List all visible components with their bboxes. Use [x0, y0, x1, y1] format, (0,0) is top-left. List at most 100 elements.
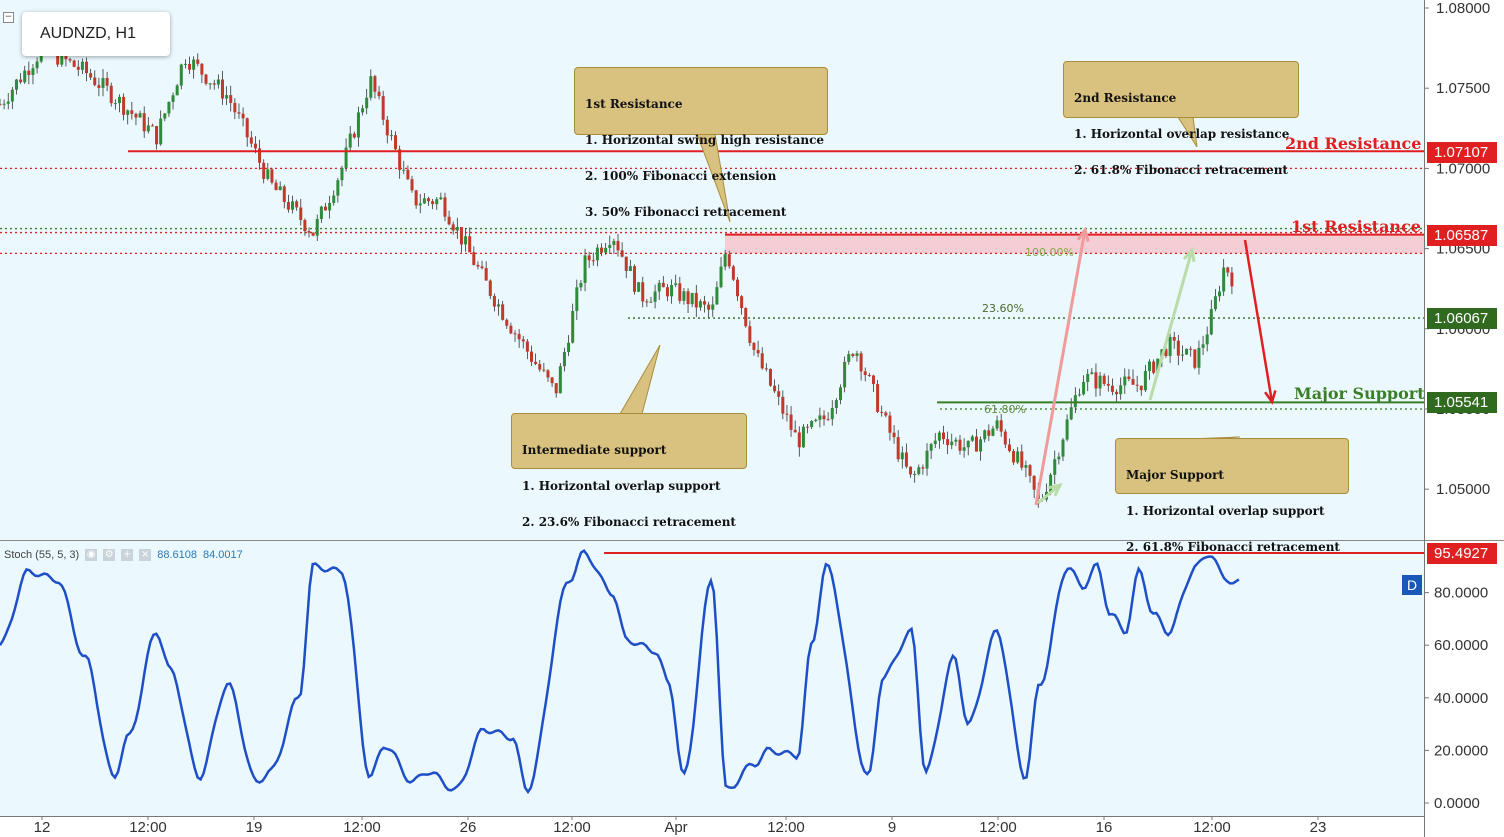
- candle-body: [369, 76, 373, 98]
- candle-body: [534, 361, 538, 365]
- candle-body: [1197, 347, 1201, 368]
- fib-label: 23.60%: [982, 302, 1024, 315]
- candle-body: [315, 218, 319, 236]
- candle-body: [810, 421, 814, 428]
- candle-body: [974, 436, 978, 452]
- eye-icon[interactable]: ◉: [85, 549, 98, 561]
- candle-body: [723, 254, 727, 267]
- candle-body: [323, 206, 327, 211]
- stoch-axis-tick-label: 80.0000: [1434, 585, 1488, 602]
- gear-icon[interactable]: ⚙: [103, 549, 116, 561]
- candle-body: [904, 452, 908, 467]
- price-tag-intermediate: 1.06067: [1427, 308, 1497, 329]
- candle-body: [649, 301, 653, 303]
- candle-body: [637, 282, 641, 292]
- candle-body: [859, 353, 863, 372]
- candle-body: [159, 118, 163, 145]
- plus-icon[interactable]: +: [121, 549, 134, 561]
- candle-body: [1065, 419, 1069, 440]
- candle-body: [1172, 336, 1176, 341]
- candle-body: [501, 304, 505, 320]
- candle-body: [60, 51, 64, 65]
- candle-body: [117, 96, 121, 104]
- candle-body: [562, 352, 566, 367]
- note-line: 2. 100% Fibonacci extension: [585, 169, 777, 183]
- note-line: 2nd Resistance: [1074, 91, 1177, 105]
- candle-body: [1061, 439, 1065, 457]
- candle-body: [505, 319, 509, 326]
- candle-body: [311, 232, 315, 236]
- candle-body: [1189, 348, 1193, 350]
- candle-body: [616, 240, 620, 251]
- candle-body: [876, 384, 880, 412]
- candle-body: [233, 102, 237, 113]
- candle-body: [657, 282, 661, 292]
- candle-body: [1180, 354, 1184, 356]
- time-axis-label: 16: [1096, 819, 1113, 836]
- candle-body: [867, 375, 871, 377]
- candle-body: [917, 467, 921, 475]
- time-axis-label: 12:00: [979, 819, 1017, 836]
- candle-body: [286, 202, 290, 210]
- candle-body: [1135, 384, 1139, 386]
- candle-body: [1205, 334, 1209, 345]
- collapse-icon[interactable]: −: [3, 12, 14, 23]
- candle-body: [468, 236, 472, 253]
- candle-body: [686, 291, 690, 305]
- candle-body: [1213, 296, 1217, 310]
- major-support-label: Major Support: [1294, 384, 1425, 403]
- candle-body: [781, 396, 785, 414]
- note-line: 1st Resistance: [585, 97, 683, 111]
- candle-body: [1119, 385, 1123, 395]
- candle-body: [995, 420, 999, 429]
- candle-body: [678, 283, 682, 301]
- candle-body: [748, 326, 752, 343]
- candle-body: [987, 430, 991, 436]
- price-axis-tick-label: 1.05000: [1436, 481, 1490, 498]
- candle-body: [1032, 475, 1036, 490]
- candle-body: [253, 143, 257, 149]
- candle-body: [567, 342, 571, 353]
- candle-body: [105, 77, 109, 86]
- d-badge[interactable]: D: [1402, 575, 1422, 595]
- candle-body: [1086, 373, 1090, 382]
- stoch-title: Stoch (55, 5, 3): [4, 549, 80, 561]
- candle-body: [756, 349, 760, 354]
- time-axis-label: 23: [1310, 819, 1327, 836]
- candle-body: [414, 190, 418, 206]
- projection-arrow-down-head: [1264, 390, 1277, 405]
- candle-body: [896, 437, 900, 460]
- candle-body: [212, 83, 216, 85]
- candle-body: [431, 201, 435, 205]
- note-line: 1. Horizontal overlap support: [1126, 504, 1325, 518]
- candle-body: [146, 125, 150, 132]
- candle-body: [830, 408, 834, 420]
- projection-arrow-small-shaft: [1037, 483, 1061, 505]
- candle-body: [192, 59, 196, 70]
- note-line: 1. Horizontal overlap resistance: [1074, 127, 1290, 141]
- projection-arrow-up-head: [1076, 226, 1090, 242]
- candle-body: [1164, 349, 1168, 356]
- candle-body: [237, 112, 241, 114]
- candle-body: [624, 256, 628, 272]
- candle-body: [921, 467, 925, 469]
- candle-body: [410, 179, 414, 191]
- note-line: 2. 61.8% Fibonacci retracement: [1126, 540, 1340, 554]
- candle-body: [476, 264, 480, 267]
- candle-body: [913, 474, 917, 476]
- candle-body: [509, 325, 513, 334]
- candle-body: [719, 266, 723, 288]
- candle-body: [196, 59, 200, 64]
- symbol-label[interactable]: AUDNZD, H1: [22, 12, 170, 56]
- candle-body: [336, 180, 340, 196]
- price-axis-panel: [1424, 0, 1504, 837]
- close-icon[interactable]: ×: [139, 549, 152, 561]
- candle-body: [10, 89, 14, 102]
- candle-body: [1073, 395, 1077, 408]
- candle-body: [307, 231, 311, 233]
- candle-body: [97, 85, 101, 88]
- candle-body: [513, 333, 517, 335]
- candle-body: [398, 149, 402, 170]
- candle-body: [933, 440, 937, 445]
